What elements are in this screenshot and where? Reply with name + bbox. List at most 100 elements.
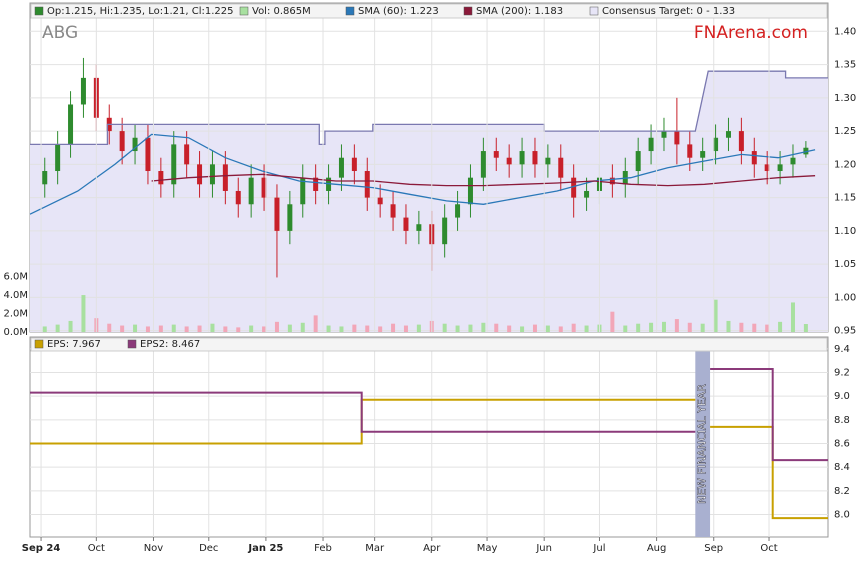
candle-body [326,177,332,191]
candle-body [635,151,641,172]
candle-body [132,137,138,152]
volume-bar [120,325,125,332]
y-tick-label: 1.00 [834,292,856,303]
volume-bar [571,323,576,332]
legend-swatch [239,6,249,16]
volume-bar [700,323,705,332]
candle-body [197,164,203,185]
eps-panel [29,336,829,538]
legend-swatch [127,339,137,349]
legend-swatch [34,6,44,16]
y-tick-label: 9.2 [834,368,850,379]
volume-bar [133,324,138,332]
candle-body [209,164,215,185]
candle-body [119,131,125,152]
source: FNArena.com [694,23,808,43]
volume-bar [636,323,641,332]
legend-swatch [589,6,599,16]
legend-label: Vol: 0.865M [252,6,311,17]
volume-bar [262,326,267,332]
volume-bar [545,325,550,332]
volume-bar [520,326,525,332]
volume-bar [623,325,628,332]
candle-body [171,144,177,185]
volume-bar [455,325,460,332]
candle-body [751,151,757,165]
candle-body [532,151,538,165]
candle-body [390,204,396,218]
candle-body [80,77,86,105]
candle-body [713,137,719,152]
candle-body [674,131,680,145]
volume-bar [790,302,795,332]
volume-bar [313,315,318,332]
volume-bar [365,325,370,332]
sma-line [151,173,816,187]
candle-body [777,164,783,172]
legend-bar [30,3,828,19]
volume-bar [223,326,228,332]
candle-body [261,177,267,198]
candle-body [416,224,422,231]
sma-line [29,133,816,215]
volume-bar [274,321,279,332]
volume-bar [300,322,305,332]
annotation-band [695,351,711,537]
legend-label: SMA (60): 1.223 [358,6,439,17]
volume-bar [42,326,47,332]
candle-body [55,144,61,172]
x-tick-label: Nov [144,543,164,554]
volume-bar [494,323,499,332]
volume-tick-label: 0.0M [3,327,28,338]
candle-body [68,104,74,145]
annotation-label: NEW FINANCIAL YEAR [696,384,709,504]
candle-body [274,197,280,231]
x-tick-label: Aug [647,543,667,554]
volume-bar [752,323,757,332]
target-area [30,71,828,332]
y-tick-label: 8.6 [834,439,850,450]
volume-bar [68,320,73,332]
legend-label: Consensus Target: 0 - 1.33 [602,6,735,17]
volume-bar [661,321,666,332]
volume-tick-label: 4.0M [3,290,28,301]
candle-body [351,157,357,172]
x-tick-label: Oct [760,543,777,554]
y-tick-label: 9.0 [834,391,850,402]
legend-swatch [463,6,473,16]
legend-label: EPS2: 8.467 [140,339,200,350]
y-tick-label: 8.0 [834,510,850,521]
volume-bar [145,326,150,332]
volume-bar [468,324,473,332]
legend-label: EPS: 7.967 [47,339,101,350]
volume-bar [481,322,486,332]
candle-body [145,137,151,172]
x-tick-label: May [477,543,498,554]
x-tick-label: Sep [704,543,723,554]
candle-body [42,171,48,185]
candle-body [287,204,293,231]
y-tick-label: 8.8 [834,415,850,426]
volume-bar [352,324,357,332]
volume-bar [442,323,447,332]
volume-bar [339,326,344,332]
y-tick-label: 1.15 [834,193,856,204]
candle-body [558,157,564,178]
volume-bar [249,325,254,332]
legend-bar [30,337,828,352]
candle-body [222,164,228,191]
candle-body [609,177,615,185]
x-tick-label: Oct [88,543,105,554]
legend-swatch [345,6,355,16]
volume-bar [378,326,383,332]
candle-body [493,151,499,158]
y-tick-label: 1.40 [834,26,856,37]
volume-bar [326,325,331,332]
volume-bar [778,321,783,332]
y-tick-label: 8.2 [834,486,850,497]
volume-bar [287,324,292,332]
candle-body [248,177,254,205]
x-tick-label: Feb [314,543,332,554]
candle-body [480,151,486,178]
